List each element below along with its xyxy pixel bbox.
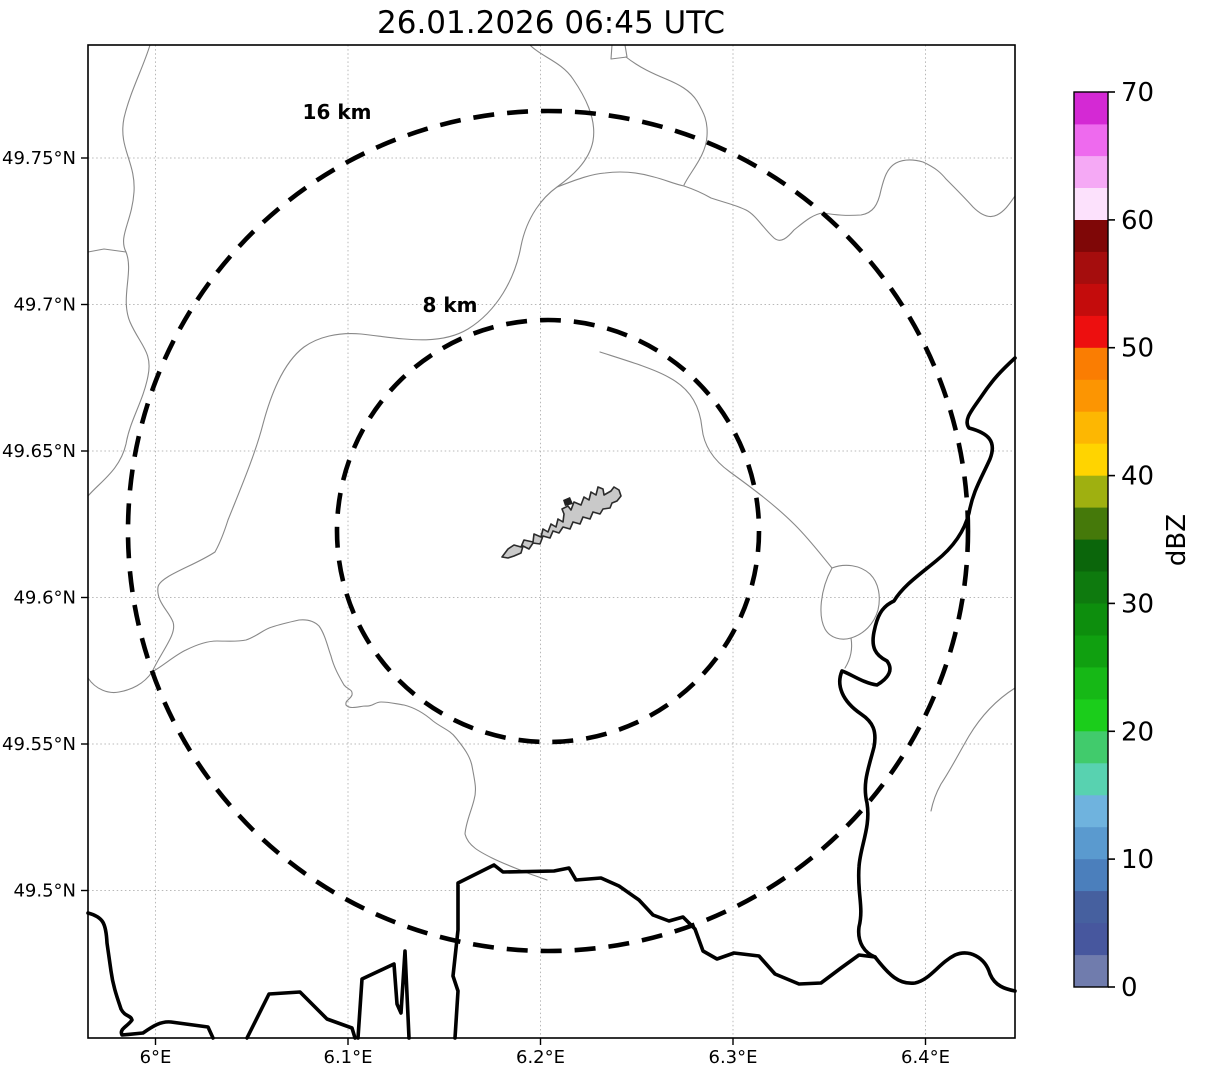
colorbar-segment — [1074, 922, 1108, 956]
y-tick-label: 49.65°N — [2, 441, 76, 462]
admin-border-line — [930, 687, 1016, 812]
colorbar-segment — [1074, 698, 1108, 732]
colorbar-segment — [1074, 187, 1108, 220]
colorbar-segment — [1074, 762, 1108, 796]
admin-border-line — [151, 619, 548, 881]
colorbar-segments — [1074, 92, 1108, 987]
y-tick-label: 49.75°N — [2, 148, 76, 169]
radar-site-marker — [563, 497, 573, 506]
range-rings — [125, 108, 971, 954]
colorbar-segment — [1074, 794, 1108, 828]
colorbar-tick-label: 20 — [1121, 717, 1154, 747]
country-border-river — [837, 356, 1017, 959]
colorbar-tick-label: 70 — [1121, 78, 1154, 108]
colorbar-segment — [1074, 475, 1108, 508]
colorbar-tick-label: 10 — [1121, 845, 1154, 875]
admin-border-line — [625, 56, 708, 186]
y-tick-label: 49.7°N — [13, 295, 76, 316]
colorbar-segment — [1074, 667, 1108, 700]
colorbar-segment — [1074, 571, 1108, 604]
figure-title: 26.01.2026 06:45 UTC — [377, 5, 725, 41]
colorbar-segment — [1074, 283, 1108, 316]
colorbar-axis-label: dBZ — [1162, 514, 1192, 566]
graticule — [88, 45, 1015, 1038]
x-tick-label: 6°E — [140, 1047, 172, 1068]
range-ring-16km-label: 16 km — [303, 100, 372, 124]
colorbar-segment — [1074, 155, 1108, 188]
range-ring-8km-label: 8 km — [422, 293, 477, 317]
y-axis-labels: 49.75°N 49.7°N 49.65°N 49.6°N 49.55°N 49… — [2, 148, 76, 902]
y-tick-label: 49.5°N — [13, 881, 76, 902]
colorbar-segment — [1074, 379, 1108, 412]
x-tick-label: 6.4°E — [901, 1047, 950, 1068]
colorbar-tick-label: 30 — [1121, 589, 1154, 619]
range-ring-8km — [334, 317, 762, 745]
country-border-south-1 — [86, 911, 215, 1040]
colorbar-segment — [1074, 826, 1108, 860]
colorbar-segment — [1074, 730, 1108, 764]
colorbar: 70 60 50 40 30 20 10 0 dBZ — [1073, 78, 1192, 1003]
colorbar-segment — [1074, 251, 1108, 284]
admin-border-line — [820, 564, 880, 640]
colorbar-segment — [1074, 539, 1108, 572]
colorbar-segment — [1074, 635, 1108, 668]
colorbar-tick-label: 50 — [1121, 334, 1154, 364]
admin-border-line — [87, 248, 127, 253]
colorbar-segment — [1074, 347, 1108, 380]
colorbar-segment — [1074, 858, 1108, 892]
map-background — [88, 45, 1015, 1038]
colorbar-segment — [1074, 92, 1108, 125]
colorbar-segment — [1074, 954, 1108, 987]
y-tick-label: 49.6°N — [13, 588, 76, 609]
y-tick-label: 49.55°N — [2, 734, 76, 755]
country-border-south-3 — [356, 949, 411, 1040]
colorbar-tick-labels: 70 60 50 40 30 20 10 0 — [1121, 78, 1154, 1003]
colorbar-segment — [1074, 443, 1108, 476]
x-tick-label: 6.1°E — [324, 1047, 373, 1068]
country-border-south-2 — [245, 990, 357, 1040]
colorbar-tick-label: 60 — [1121, 206, 1154, 236]
country-borders — [86, 356, 1017, 1040]
colorbar-segment — [1074, 315, 1108, 348]
admin-border-line — [610, 44, 628, 60]
x-tick-label: 6.2°E — [516, 1047, 565, 1068]
country-border-south-4 — [451, 863, 877, 1040]
colorbar-tick-marks — [1108, 91, 1115, 988]
admin-border-line — [599, 351, 833, 569]
axis-ticks — [81, 157, 927, 1045]
colorbar-segment — [1074, 411, 1108, 444]
map-frame — [87, 44, 1016, 1039]
colorbar-frame — [1073, 91, 1109, 988]
admin-border-line — [151, 44, 595, 673]
colorbar-segment — [1074, 603, 1108, 636]
colorbar-segment — [1074, 890, 1108, 924]
admin-border-line — [844, 637, 853, 669]
airport-area-polygon — [501, 486, 622, 559]
colorbar-segment — [1074, 123, 1108, 157]
colorbar-segment — [1074, 219, 1108, 252]
colorbar-tick-label: 40 — [1121, 462, 1154, 492]
colorbar-tick-label: 0 — [1121, 973, 1138, 1003]
country-border-southeast — [873, 951, 1017, 993]
range-ring-16km — [125, 108, 971, 954]
colorbar-segment — [1074, 507, 1108, 540]
admin-border-line — [87, 44, 151, 497]
admin-border-line — [87, 671, 153, 694]
x-tick-label: 6.3°E — [709, 1047, 758, 1068]
x-axis-labels: 6°E 6.1°E 6.2°E 6.3°E 6.4°E — [140, 1047, 950, 1068]
